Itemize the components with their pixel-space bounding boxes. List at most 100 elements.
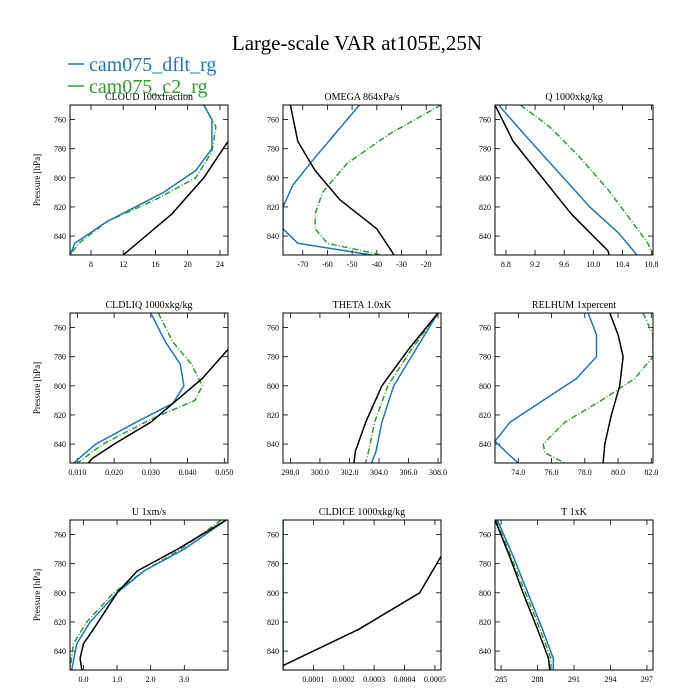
y-tick-label: 760 xyxy=(54,324,66,333)
x-tick-label: 9.2 xyxy=(530,260,540,269)
y-tick-label: 820 xyxy=(54,411,66,420)
y-tick-label: 840 xyxy=(267,440,279,449)
legend: cam075_dflt_rg cam075_c2_rg xyxy=(68,54,216,98)
series-group xyxy=(283,520,441,670)
panel-6: RELHUM 1xpercent 760 780 800 820 840 74.0 76.0 7… xyxy=(479,300,658,477)
plot-frame xyxy=(282,312,442,464)
x-tick-label: 16 xyxy=(151,260,159,269)
legend-label-c2: cam075_c2_rg xyxy=(89,76,208,98)
y-tick-label: 820 xyxy=(479,618,491,627)
y-tick-label: 760 xyxy=(479,116,491,125)
y-tick-label: 760 xyxy=(54,531,66,540)
y-tick-label: 780 xyxy=(479,353,491,362)
y-tick-label: 780 xyxy=(54,353,66,362)
y-tick-label: 840 xyxy=(54,647,66,656)
panel-title: CLDICE 1000xkg/kg xyxy=(319,507,405,518)
x-tick-label: 0.0001 xyxy=(302,675,324,684)
y-tick-label: 760 xyxy=(479,531,491,540)
x-tick-label: 0.0002 xyxy=(333,675,355,684)
y-tick-label: 820 xyxy=(54,618,66,627)
x-tick-label: 302.0 xyxy=(340,468,358,477)
x-tick-label: 3.0 xyxy=(179,675,189,684)
series-line-cam075_dflt_rg xyxy=(495,313,598,463)
x-tick-label: 0.040 xyxy=(179,468,197,477)
y-tick-label: 800 xyxy=(267,174,279,183)
plot-frame xyxy=(69,312,229,464)
series-line-obs xyxy=(495,105,611,255)
x-tick-label: 0.020 xyxy=(105,468,123,477)
y-tick-label: 780 xyxy=(267,560,279,569)
y-tick-label: 760 xyxy=(479,324,491,333)
x-tick-label: 9.6 xyxy=(559,260,569,269)
y-tick-label: 840 xyxy=(267,647,279,656)
series-line-cam075_dflt_rg xyxy=(496,520,555,670)
series-line-obs xyxy=(602,313,624,463)
x-tick-label: 297 xyxy=(641,675,653,684)
y-tick-label: 840 xyxy=(54,232,66,241)
x-tick-label: 8.8 xyxy=(501,260,511,269)
y-tick-label: 760 xyxy=(267,531,279,540)
panel-1: CLOUD 100xfraction 760 780 800 820 840 8 12 16 20… xyxy=(32,92,229,269)
panel-title: THETA 1.0xK xyxy=(333,300,392,311)
x-tick-label: 0.010 xyxy=(68,468,86,477)
plot-frame xyxy=(282,519,442,671)
panel-title: OMEGA 864xPa/s xyxy=(324,92,399,103)
panel-3: Q 1000xkg/kg 760 780 800 820 840 8.8 9.2 9.6 10.0… xyxy=(479,92,659,269)
series-line-obs xyxy=(289,105,395,255)
x-tick-label: -30 xyxy=(396,260,407,269)
series-line-cam075_dflt_rg xyxy=(498,105,638,255)
series-line-cam075_c2_rg xyxy=(70,520,222,670)
x-tick-label: 0.0 xyxy=(78,675,88,684)
y-tick-label: 780 xyxy=(267,145,279,154)
y-axis-label: Pressure [hPa] xyxy=(32,154,42,206)
series-line-cam075_c2_rg xyxy=(520,105,653,255)
x-tick-label: 288 xyxy=(532,675,544,684)
y-tick-label: 800 xyxy=(267,382,279,391)
series-line-cam075_dflt_rg xyxy=(70,105,213,255)
x-tick-label: 308.0 xyxy=(429,468,447,477)
x-tick-label: 0.050 xyxy=(215,468,233,477)
series-line-cam075_c2_rg xyxy=(542,313,653,463)
x-tick-label: 285 xyxy=(495,675,507,684)
plot-frame xyxy=(282,104,442,256)
y-tick-label: 840 xyxy=(54,440,66,449)
y-tick-label: 800 xyxy=(267,589,279,598)
legend-label-dflt: cam075_dflt_rg xyxy=(89,54,216,76)
panel-title: U 1xm/s xyxy=(132,507,166,518)
x-tick-label: -50 xyxy=(347,260,358,269)
x-tick-label: 1.0 xyxy=(112,675,122,684)
y-tick-label: 800 xyxy=(479,382,491,391)
plot-frame xyxy=(69,104,229,256)
series-group xyxy=(70,105,228,255)
x-tick-label: 8 xyxy=(89,260,93,269)
panel-8: CLDICE 1000xkg/kg 760 780 800 820 840 0.0001 0.… xyxy=(267,507,446,684)
series-line-obs xyxy=(283,556,441,667)
x-tick-label: 10.4 xyxy=(615,260,629,269)
series-group xyxy=(353,313,439,463)
series-line-obs xyxy=(79,520,227,670)
plot-frame xyxy=(494,519,654,671)
y-tick-label: 760 xyxy=(267,324,279,333)
panel-5: THETA 1.0xK 760 780 800 820 840 298.0 300.0 302.… xyxy=(267,300,447,477)
y-tick-label: 820 xyxy=(479,411,491,420)
x-tick-label: 12 xyxy=(119,260,127,269)
x-tick-label: 74.0 xyxy=(511,468,525,477)
x-tick-label: -40 xyxy=(371,260,382,269)
panel-title: T 1xK xyxy=(561,507,587,518)
x-tick-label: 304.0 xyxy=(370,468,388,477)
x-tick-label: 306.0 xyxy=(400,468,418,477)
figure-title: Large-scale VAR at105E,25N xyxy=(232,31,482,55)
panel-9: T 1xK 760 780 800 820 840 285 288 291 294 297 xyxy=(479,507,654,684)
y-tick-label: 800 xyxy=(54,589,66,598)
x-tick-label: 80.0 xyxy=(611,468,625,477)
plot-frame xyxy=(494,104,654,256)
x-tick-label: 24 xyxy=(216,260,224,269)
x-tick-label: -20 xyxy=(421,260,432,269)
y-tick-label: 840 xyxy=(267,232,279,241)
panel-title: Q 1000xkg/kg xyxy=(545,92,603,103)
x-tick-label: -70 xyxy=(297,260,308,269)
y-tick-label: 780 xyxy=(267,353,279,362)
y-tick-label: 820 xyxy=(267,411,279,420)
y-tick-label: 800 xyxy=(54,382,66,391)
